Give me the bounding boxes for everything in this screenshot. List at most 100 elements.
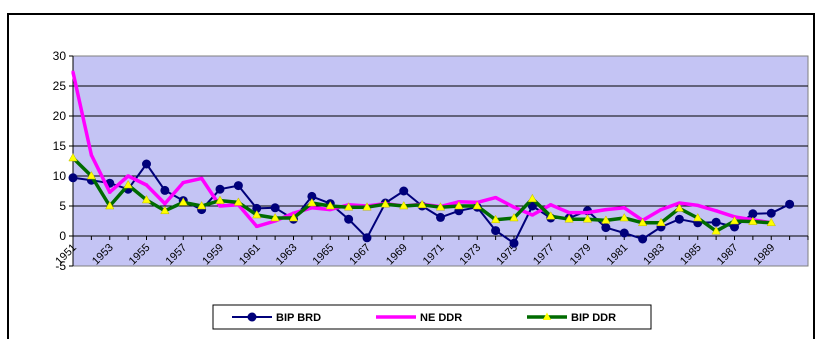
data-point (714, 209, 718, 213)
y-tick-label: 0 (59, 229, 66, 243)
data-point (68, 173, 78, 183)
data-point (310, 206, 314, 210)
data-point (582, 214, 593, 223)
data-point (178, 197, 188, 206)
data-point (549, 203, 553, 207)
data-point (160, 205, 170, 215)
data-point (491, 226, 501, 236)
data-point (215, 195, 225, 204)
data-point (527, 201, 537, 211)
data-point (546, 211, 556, 220)
data-point (435, 202, 446, 211)
data-point (601, 215, 611, 224)
plot-area (72, 55, 809, 267)
y-tick-label: 5 (59, 199, 66, 213)
data-point (604, 208, 608, 212)
data-point (659, 208, 663, 212)
data-point (748, 216, 758, 225)
data-point (343, 202, 354, 211)
data-point (145, 183, 148, 187)
data-point (142, 159, 151, 169)
data-point (674, 214, 684, 224)
data-point (656, 217, 666, 227)
data-point (307, 191, 317, 201)
data-point (215, 184, 225, 194)
data-point (252, 203, 262, 213)
data-point (68, 152, 78, 162)
data-point (126, 174, 130, 178)
y-tick-label: 15 (53, 139, 67, 153)
data-point (252, 209, 262, 219)
data-point (307, 197, 317, 207)
data-point (530, 213, 534, 217)
legend-item: BIP BRD (232, 312, 321, 324)
data-point (328, 208, 332, 212)
data-point (362, 233, 372, 243)
data-point (622, 206, 626, 210)
legend-marker (247, 312, 257, 322)
y-tick-label: 20 (53, 109, 67, 123)
legend-marker (394, 315, 398, 319)
data-point (785, 199, 795, 209)
data-point (270, 203, 280, 213)
data-point (677, 201, 681, 205)
data-point (344, 214, 354, 224)
data-point (730, 222, 739, 232)
data-point (105, 200, 115, 210)
data-point (567, 211, 571, 215)
data-point (711, 217, 721, 227)
data-point (288, 212, 299, 222)
legend-item: BIP DDR (527, 312, 616, 324)
data-point (255, 224, 259, 228)
data-point (693, 212, 703, 222)
data-point (729, 215, 740, 225)
y-tick-label: 30 (53, 49, 67, 63)
data-point (601, 223, 611, 233)
data-point (71, 70, 75, 74)
data-point (748, 209, 758, 219)
data-point (454, 200, 464, 210)
data-point (270, 212, 280, 222)
data-point (512, 205, 516, 209)
data-point (200, 176, 204, 180)
data-point (325, 200, 335, 210)
data-point (160, 185, 170, 195)
data-point (564, 214, 574, 223)
data-point (163, 202, 167, 206)
data-point (509, 212, 519, 222)
series-layer (68, 70, 795, 248)
data-point (89, 153, 93, 157)
data-point (399, 186, 409, 196)
data-point (696, 203, 700, 207)
data-point (637, 217, 648, 227)
data-point (181, 181, 185, 185)
data-point (472, 200, 482, 210)
data-point (490, 214, 501, 224)
legend-label: BIP BRD (276, 312, 321, 324)
data-point (494, 196, 498, 200)
y-tick-label: -5 (55, 259, 66, 273)
data-point (233, 181, 243, 191)
data-point (436, 212, 445, 222)
data-point (638, 234, 648, 244)
data-point (362, 202, 372, 211)
data-point (417, 199, 427, 209)
data-point (108, 190, 112, 194)
data-point (123, 179, 133, 189)
data-point (527, 193, 538, 203)
data-point (196, 200, 207, 210)
y-axis: -5 0 5 10 15 20 25 30 (53, 49, 74, 273)
series-bip-ddr (68, 152, 776, 235)
legend-marker (542, 312, 552, 320)
data-point (619, 212, 629, 222)
data-point (233, 197, 244, 206)
data-point (766, 208, 776, 218)
data-point (674, 203, 685, 212)
data-point (766, 217, 776, 227)
y-tick-label: 25 (53, 79, 67, 93)
data-point (711, 226, 721, 235)
data-point (380, 199, 391, 208)
data-point (86, 170, 97, 180)
data-point (399, 200, 409, 210)
